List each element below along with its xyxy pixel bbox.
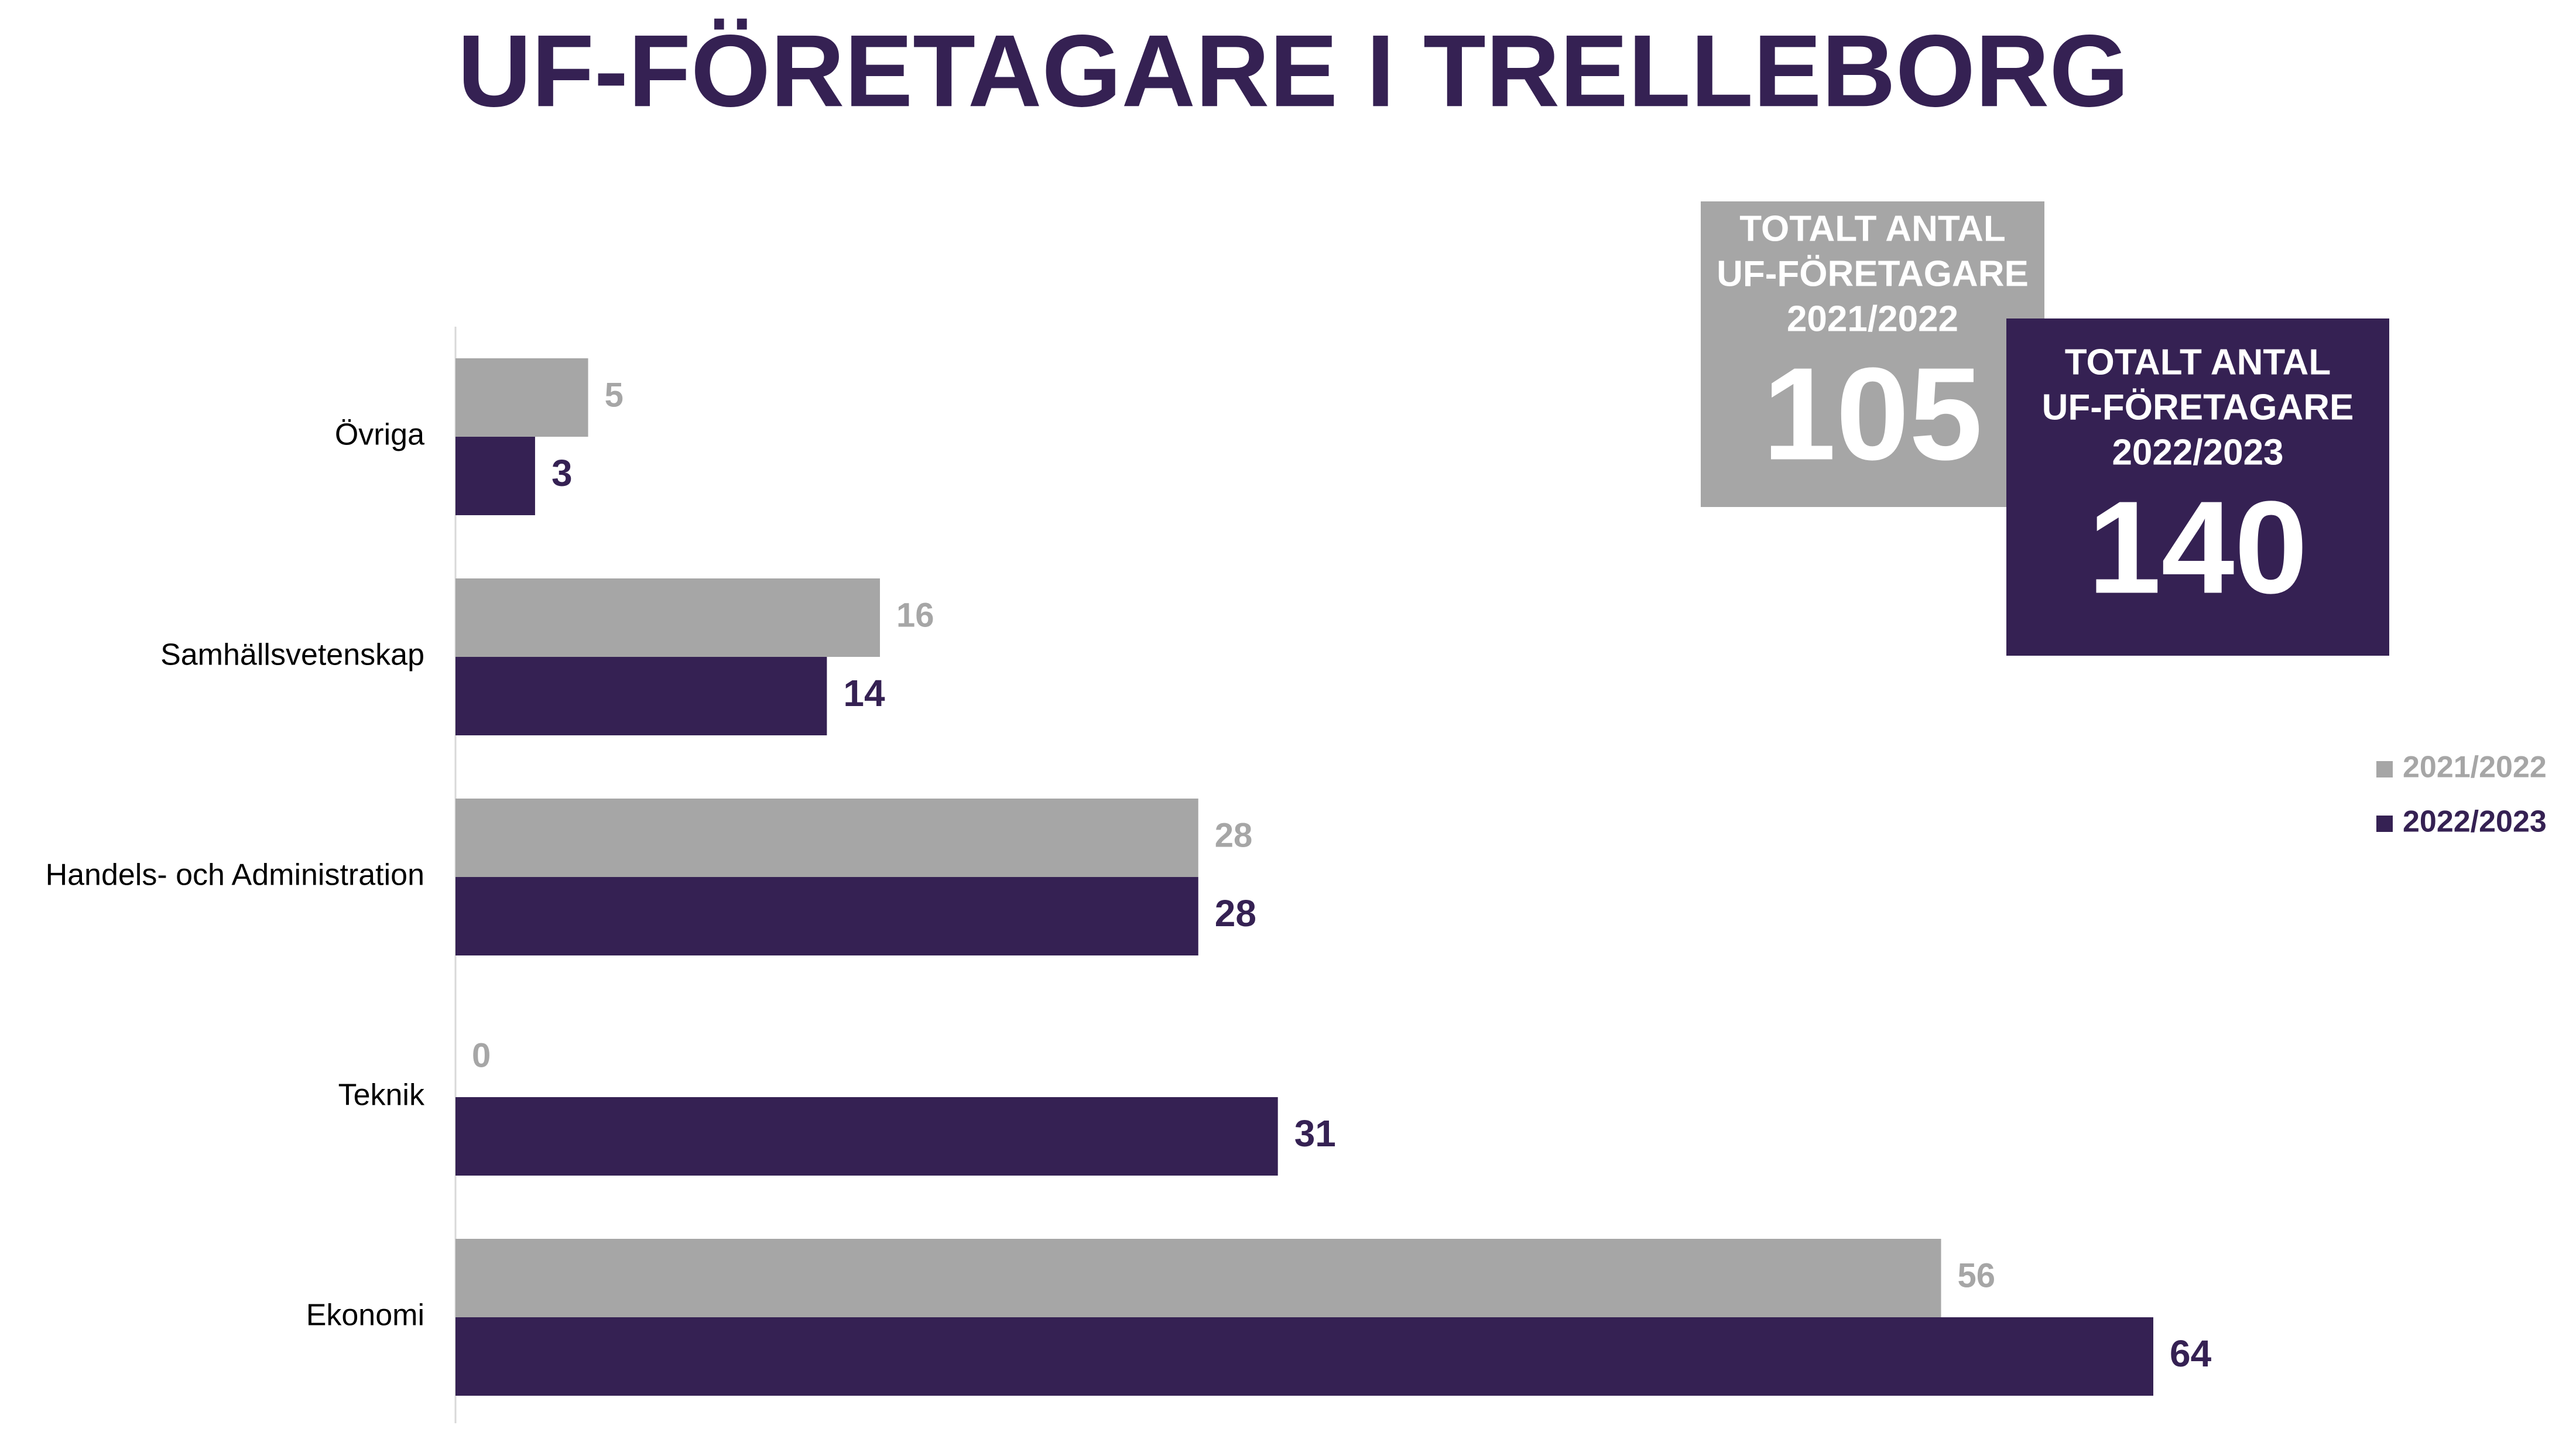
- value-label: 3: [551, 452, 573, 494]
- chart-title: UF-FÖRETAGARE I TRELLEBORG: [458, 14, 2129, 128]
- bar: [455, 799, 1198, 877]
- total-label: 2022/2023: [2112, 432, 2283, 472]
- legend-swatch: [2376, 816, 2393, 832]
- bar: [455, 657, 827, 735]
- value-label: 16: [896, 596, 934, 634]
- category-label: Övriga: [335, 418, 424, 452]
- value-label: 0: [472, 1036, 491, 1074]
- total-label: UF-FÖRETAGARE: [2042, 387, 2354, 427]
- bar: [455, 1239, 1941, 1317]
- value-label: 64: [2170, 1332, 2212, 1375]
- value-label: 14: [843, 672, 885, 714]
- category-label: Samhällsvetenskap: [160, 638, 424, 672]
- bar: [455, 358, 588, 437]
- value-label: 28: [1215, 816, 1253, 854]
- category-label: Teknik: [338, 1078, 425, 1112]
- bar: [455, 578, 880, 657]
- total-label: TOTALT ANTAL: [1739, 208, 2006, 249]
- total-label: UF-FÖRETAGARE: [1717, 254, 2029, 294]
- total-box: [1701, 201, 2044, 507]
- value-label: 28: [1215, 892, 1256, 934]
- legend-label: 2021/2022: [2403, 751, 2547, 785]
- legend-swatch: [2376, 761, 2393, 777]
- total-value: 105: [1763, 340, 1982, 487]
- total-label: TOTALT ANTAL: [2065, 342, 2331, 382]
- bar: [455, 1317, 2153, 1396]
- total-value: 140: [2088, 473, 2307, 621]
- category-label: Handels- och Administration: [46, 858, 424, 892]
- legend-label: 2022/2023: [2403, 805, 2547, 839]
- value-label: 56: [1958, 1256, 1996, 1294]
- total-label: 2021/2022: [1787, 299, 1958, 339]
- bar: [455, 877, 1198, 955]
- bar: [455, 1097, 1278, 1176]
- category-label: Ekonomi: [306, 1299, 424, 1332]
- value-label: 31: [1294, 1112, 1336, 1155]
- bar: [455, 437, 535, 515]
- total-box: [2006, 318, 2389, 656]
- value-label: 5: [605, 376, 624, 414]
